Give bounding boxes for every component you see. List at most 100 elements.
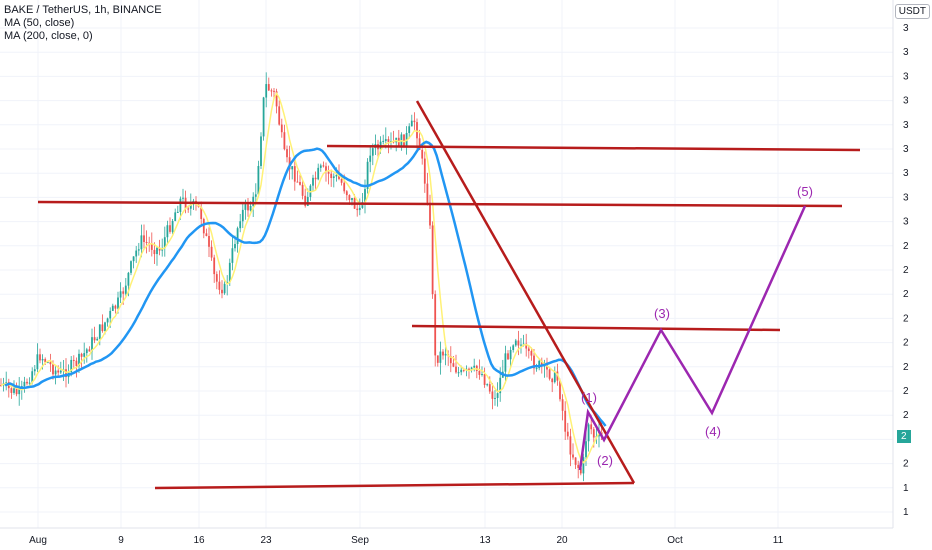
candle-body <box>509 350 512 360</box>
candle-body <box>551 378 554 383</box>
candle-body <box>366 161 369 190</box>
candle-body <box>322 165 325 167</box>
time-tick-label: Oct <box>667 535 683 546</box>
candle-body <box>455 366 457 373</box>
candle-body <box>145 241 148 243</box>
currency-unit-badge[interactable]: USDT <box>894 4 930 19</box>
candle-body <box>468 368 470 371</box>
time-tick-label: 20 <box>556 535 568 546</box>
candle-body <box>314 177 317 180</box>
candle-body <box>249 205 252 211</box>
drawn-trend-line <box>326 144 861 152</box>
candle-body <box>26 381 28 384</box>
candle-body <box>530 351 533 356</box>
candle-body <box>449 356 452 364</box>
ma200-legend: MA (200, close, 0) <box>4 30 93 42</box>
candle-body <box>106 318 109 323</box>
drawn-trend-line <box>37 200 843 208</box>
candle-body <box>236 228 239 245</box>
candle-body <box>93 337 96 341</box>
candle-body <box>574 457 577 465</box>
candle-body <box>31 371 34 383</box>
candle-body <box>135 250 138 257</box>
candle-body <box>23 381 26 387</box>
candle-body <box>364 189 366 203</box>
candle-body <box>533 355 535 369</box>
time-axis: Aug 9 16 23 Sep 13 20 Oct 11 <box>29 535 784 546</box>
wave-label: (3) <box>654 306 670 321</box>
candle-body <box>124 285 127 294</box>
candle-body <box>561 399 564 411</box>
candle-body <box>176 211 179 213</box>
candle-body <box>473 365 476 368</box>
candle-body <box>413 120 416 123</box>
wave-label: (2) <box>597 453 613 468</box>
candle-body <box>514 340 517 346</box>
candle-body <box>166 225 169 238</box>
candle-body <box>85 349 88 354</box>
candle-body <box>254 194 257 197</box>
candle-body <box>325 166 327 172</box>
candle-body <box>228 262 231 283</box>
candle-body <box>499 377 502 394</box>
candle-body <box>91 337 93 352</box>
candle-body <box>488 384 491 392</box>
candle-body <box>140 235 143 250</box>
candle-body <box>369 155 372 162</box>
candle-body <box>426 183 429 203</box>
candle-body <box>345 191 348 196</box>
candle-body <box>33 369 36 372</box>
candle-body <box>119 291 122 298</box>
time-tick-label: 11 <box>773 535 784 546</box>
candle-body <box>200 206 203 219</box>
candle-body <box>491 391 494 399</box>
candle-body <box>470 367 473 371</box>
price-tick-label: 3 <box>903 192 909 203</box>
candle-body <box>270 90 273 92</box>
candle-body <box>158 247 161 251</box>
price-tick-label: 3 <box>903 144 909 155</box>
candle-body <box>579 467 582 474</box>
candle-body <box>70 359 73 373</box>
candle-body <box>439 351 442 363</box>
candle-body <box>590 424 593 430</box>
candle-body <box>540 360 543 367</box>
candle-body <box>83 353 86 357</box>
candle-body <box>332 176 335 179</box>
candle-body <box>444 353 447 356</box>
candle-body <box>13 388 15 393</box>
ma200-line <box>4 140 607 427</box>
candle-body <box>304 195 307 206</box>
candle-body <box>559 380 561 400</box>
candle-body <box>416 122 418 139</box>
candle-body <box>280 124 283 133</box>
price-tick-label: 3 <box>903 120 909 131</box>
candle-body <box>104 322 106 332</box>
candle-body <box>564 410 567 432</box>
candle-body <box>507 353 509 360</box>
trend-drawings <box>37 100 861 490</box>
candle-body <box>587 424 590 442</box>
candle-body <box>371 148 374 156</box>
candle-body <box>535 368 538 370</box>
candle-body <box>520 344 522 346</box>
candle-body <box>234 244 236 249</box>
candle-body <box>78 353 80 367</box>
candle-body <box>257 165 260 195</box>
candle-body <box>28 382 31 384</box>
chart-background <box>0 0 893 528</box>
candle-body <box>335 174 338 177</box>
candle-body <box>59 370 62 373</box>
candle-body <box>299 181 301 185</box>
candle-body <box>111 305 114 311</box>
wave-label: (5) <box>797 184 813 199</box>
candle-body <box>548 369 551 379</box>
candle-body <box>504 353 507 372</box>
candle-body <box>265 84 268 98</box>
candle-body <box>343 182 346 192</box>
candle-body <box>75 360 78 367</box>
ma50-legend: MA (50, close) <box>4 17 75 29</box>
candle-body <box>163 237 166 249</box>
candle-body <box>143 235 145 242</box>
